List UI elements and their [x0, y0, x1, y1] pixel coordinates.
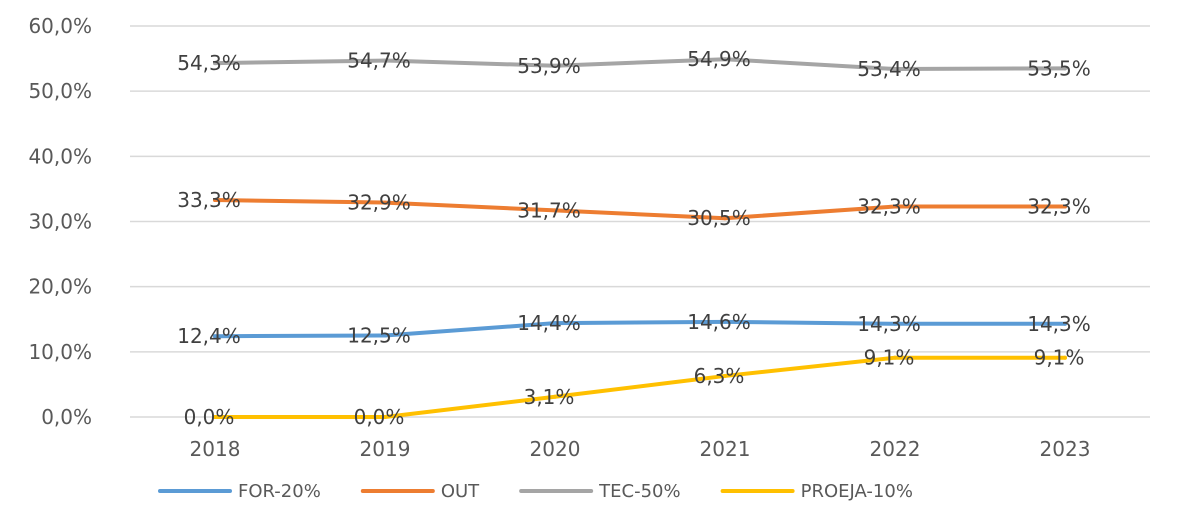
legend-label: OUT	[441, 481, 480, 502]
data-label: 53,9%	[517, 54, 581, 78]
legend-label: TEC-50%	[598, 481, 680, 502]
data-label: 53,4%	[857, 57, 921, 81]
data-label: 9,1%	[864, 346, 915, 370]
x-tick-label: 2023	[1040, 437, 1091, 461]
data-label: 31,7%	[517, 198, 581, 222]
y-axis: 0,0% 10,0% 20,0% 30,0% 40,0% 50,0% 60,0%	[28, 14, 92, 429]
y-tick-label: 10,0%	[28, 340, 92, 364]
data-label: 14,3%	[857, 312, 921, 336]
data-point	[383, 200, 387, 205]
x-tick-label: 2021	[700, 437, 751, 461]
data-label: 3,1%	[524, 385, 575, 409]
y-tick-label: 40,0%	[28, 144, 92, 168]
data-point	[893, 67, 897, 72]
data-point	[1063, 321, 1067, 326]
data-point	[723, 319, 727, 324]
data-label: 0,0%	[184, 405, 235, 429]
data-point	[213, 334, 217, 339]
data-point	[213, 415, 217, 419]
data-point	[1063, 355, 1067, 360]
x-axis: 2018 2019 2020 2021 2022 2023	[190, 437, 1091, 461]
data-label: 12,5%	[347, 324, 411, 348]
data-label: 0,0%	[354, 405, 405, 429]
data-labels: 12,4% 12,5% 14,4% 14,6% 14,3% 14,3% 33,3% 32,9%…	[177, 47, 1091, 429]
series-line-for-20-	[213, 319, 1067, 339]
data-label: 53,5%	[1027, 56, 1091, 80]
data-point	[553, 321, 557, 326]
data-label: 33,3%	[177, 188, 241, 212]
data-point	[893, 355, 897, 360]
data-label: 32,3%	[857, 195, 921, 219]
legend-label: PROEJA-10%	[801, 481, 913, 502]
data-label: 14,6%	[687, 310, 751, 334]
data-point	[893, 321, 897, 326]
data-point	[893, 204, 897, 209]
data-point	[213, 197, 217, 202]
series-line-out	[213, 197, 1067, 221]
data-label: 54,9%	[687, 47, 751, 71]
data-point	[723, 373, 727, 378]
data-point	[723, 216, 727, 221]
series-line-proeja-10-	[213, 355, 1067, 419]
legend-label: FOR-20%	[238, 481, 321, 502]
x-tick-label: 2019	[360, 437, 411, 461]
data-point	[383, 58, 387, 63]
x-tick-label: 2018	[190, 437, 241, 461]
data-point	[383, 333, 387, 338]
data-point	[553, 63, 557, 68]
data-label: 9,1%	[1034, 346, 1085, 370]
data-label: 54,3%	[177, 51, 241, 75]
data-point	[553, 394, 557, 399]
data-label: 54,7%	[347, 49, 411, 73]
data-label: 14,3%	[1027, 312, 1091, 336]
y-tick-label: 20,0%	[28, 275, 92, 299]
data-label: 6,3%	[694, 364, 745, 388]
data-point	[213, 61, 217, 66]
data-label: 12,4%	[177, 324, 241, 348]
data-label: 14,4%	[517, 311, 581, 335]
data-label: 32,9%	[347, 191, 411, 215]
y-tick-label: 0,0%	[41, 405, 92, 429]
series-lines	[213, 57, 1067, 419]
data-point	[723, 57, 727, 62]
y-tick-label: 50,0%	[28, 79, 92, 103]
x-tick-label: 2020	[530, 437, 581, 461]
data-label: 30,5%	[687, 206, 751, 230]
gridlines	[130, 25, 1150, 418]
series-line-tec-50-	[213, 57, 1067, 72]
y-tick-label: 60,0%	[28, 14, 92, 38]
data-point	[1063, 204, 1067, 209]
data-label: 32,3%	[1027, 195, 1091, 219]
data-point	[383, 415, 387, 419]
x-tick-label: 2022	[870, 437, 921, 461]
legend: FOR-20% OUT TEC-50% PROEJA-10%	[158, 481, 913, 502]
data-point	[553, 208, 557, 213]
y-tick-label: 30,0%	[28, 210, 92, 234]
data-point	[1063, 66, 1067, 71]
